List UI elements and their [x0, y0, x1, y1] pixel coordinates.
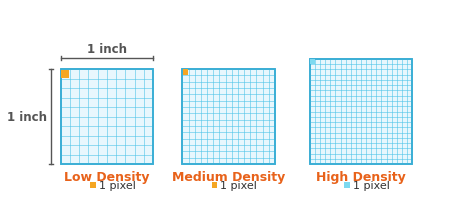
Bar: [310, 60, 315, 65]
Text: Medium Density: Medium Density: [172, 170, 285, 183]
Bar: [310, 60, 412, 164]
Text: Low Density: Low Density: [64, 170, 150, 183]
Bar: [61, 70, 153, 164]
Bar: [310, 60, 412, 164]
Bar: [212, 182, 218, 188]
Text: 1 pixel: 1 pixel: [353, 180, 390, 190]
Bar: [61, 70, 153, 164]
Bar: [183, 70, 188, 75]
Text: 1 inch: 1 inch: [7, 110, 47, 123]
Text: 1 inch: 1 inch: [87, 43, 127, 56]
Text: High Density: High Density: [316, 170, 406, 183]
Bar: [182, 70, 275, 164]
Bar: [61, 70, 69, 78]
Text: 1 pixel: 1 pixel: [220, 180, 257, 190]
Bar: [182, 70, 275, 164]
Bar: [90, 182, 96, 188]
Bar: [344, 182, 350, 188]
Text: 1 pixel: 1 pixel: [98, 180, 136, 190]
